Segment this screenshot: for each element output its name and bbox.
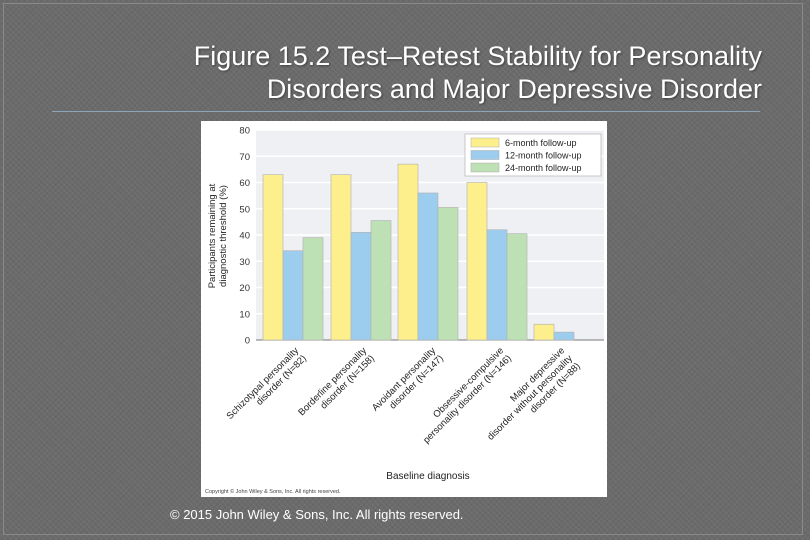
- y-tick-label: 40: [239, 231, 250, 242]
- bar: [533, 323, 555, 341]
- bar: [437, 207, 459, 341]
- chart-copyright: Copyright © John Wiley & Sons, Inc. All …: [205, 488, 341, 495]
- y-tick-label: 20: [239, 283, 250, 294]
- bar: [506, 233, 528, 341]
- y-tick-label: 0: [245, 336, 250, 347]
- bar: [466, 182, 488, 341]
- slide-title-line-2: Disorders and Major Depressive Disorder: [266, 74, 762, 104]
- chart-figure: 80 70 60 50 40 30 20 10 0 Participants remaining …: [201, 121, 607, 497]
- bar: [282, 250, 304, 341]
- x-axis-label: Baseline diagnosis: [386, 471, 469, 482]
- bar: [350, 232, 372, 341]
- legend-swatch: [470, 150, 500, 160]
- legend-swatch: [470, 162, 500, 173]
- x-category-label: Borderline personalitydisorder (N=158): [296, 345, 377, 426]
- bar: [302, 237, 324, 341]
- y-tick-label: 30: [239, 257, 250, 268]
- slide-frame: [3, 3, 803, 535]
- y-tick-label: 60: [239, 178, 250, 189]
- bar: [397, 163, 419, 341]
- bar: [553, 331, 575, 341]
- bar: [330, 174, 352, 341]
- slide-title: Figure 15.2 Test–Retest Stability for Pe…: [62, 40, 762, 106]
- bar-chart: 80 70 60 50 40 30 20 10 0 Participants remaining …: [205, 126, 604, 495]
- y-tick-label: 80: [239, 126, 250, 137]
- slide-footer: © 2015 John Wiley & Sons, Inc. All right…: [170, 507, 464, 522]
- y-tick-label: 70: [239, 152, 250, 163]
- bar: [370, 220, 392, 341]
- x-category-label: Schizotypal personalitydisorder (N=82): [225, 345, 309, 429]
- slide-title-line-1: Figure 15.2 Test–Retest Stability for Pe…: [193, 41, 762, 71]
- bar: [486, 229, 508, 341]
- y-axis-label: Participants remaining atdiagnostic thre…: [207, 183, 229, 288]
- legend-swatch: [470, 137, 500, 148]
- y-tick-label: 10: [239, 309, 250, 320]
- title-divider: [52, 111, 760, 112]
- legend-label: 12-month follow-up: [505, 151, 582, 161]
- legend-label: 24-month follow-up: [505, 163, 582, 173]
- bar: [417, 192, 439, 341]
- y-tick-label: 50: [239, 204, 250, 215]
- bar: [262, 174, 284, 341]
- legend-label: 6-month follow-up: [505, 138, 577, 148]
